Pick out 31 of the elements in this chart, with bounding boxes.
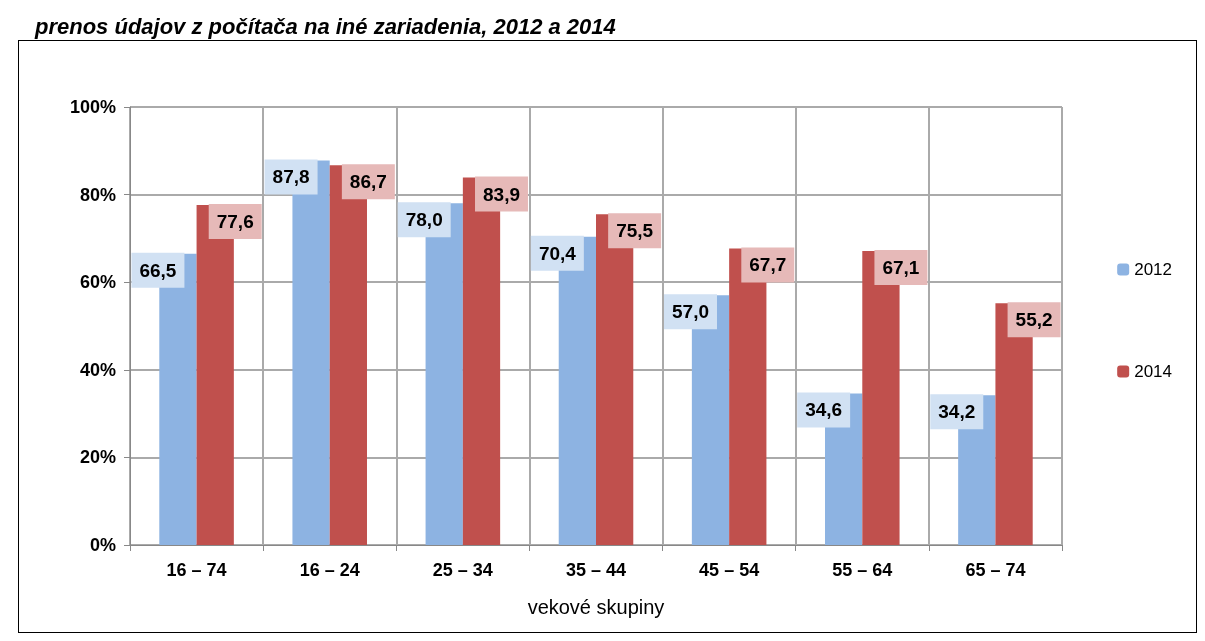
y-tick-label: 20% — [79, 447, 116, 468]
chart-title: prenos údajov z počítača na iné zariadenia, 2012 a 2014 — [34, 13, 616, 39]
data-label: 70,4 — [538, 242, 577, 264]
legend-label: 2012 — [1134, 260, 1173, 279]
x-tick-label: 16 – 24 — [299, 560, 360, 580]
x-axis-title: vekové skupiny — [527, 596, 665, 618]
y-tick-label: 60% — [79, 272, 116, 293]
data-label: 55,2 — [1015, 309, 1053, 331]
data-label: 34,2 — [938, 401, 976, 423]
data-label: 86,7 — [349, 171, 387, 193]
y-tick-label: 100% — [69, 97, 116, 117]
data-label: 57,0 — [672, 301, 709, 323]
x-tick-label: 45 – 54 — [699, 560, 760, 580]
data-label: 78,0 — [405, 209, 443, 231]
x-tick-label: 25 – 34 — [432, 560, 493, 580]
x-tick-label: 35 – 44 — [565, 560, 627, 580]
x-tick-label: 16 – 74 — [166, 560, 227, 580]
data-label: 34,6 — [805, 399, 843, 421]
data-label: 77,6 — [216, 211, 254, 233]
y-tick-label: 80% — [79, 184, 116, 205]
data-label: 67,7 — [749, 254, 787, 276]
y-tick-label: 40% — [79, 359, 116, 380]
data-label: 83,9 — [483, 183, 520, 205]
legend-label: 2014 — [1134, 362, 1173, 381]
data-label: 67,1 — [882, 257, 920, 279]
data-label: 75,5 — [616, 220, 654, 242]
x-tick-label: 55 – 64 — [832, 560, 893, 580]
y-tick-label: 0% — [89, 535, 116, 555]
x-tick-label: 65 – 74 — [965, 560, 1026, 580]
data-label: 66,5 — [139, 259, 177, 281]
data-label: 87,8 — [272, 166, 310, 188]
